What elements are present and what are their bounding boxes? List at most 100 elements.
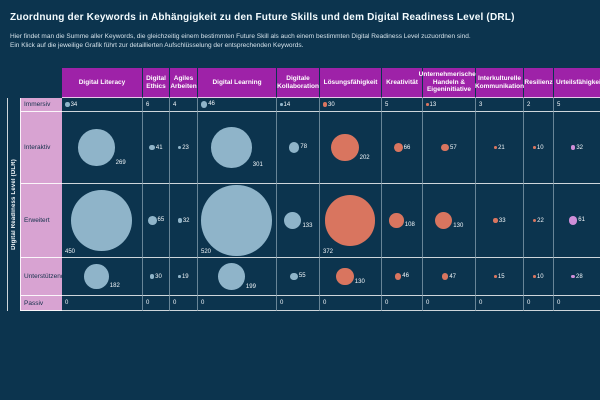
matrix-cell[interactable]: 130 — [423, 184, 476, 258]
matrix-cell[interactable]: 47 — [423, 258, 476, 296]
bubble-with-value[interactable]: 14 — [280, 102, 290, 108]
matrix-cell[interactable]: 46 — [198, 98, 277, 112]
matrix-cell[interactable]: 0 — [524, 296, 554, 311]
matrix-cell[interactable]: 5 — [554, 98, 600, 112]
bubble[interactable] — [493, 218, 498, 223]
matrix-cell[interactable]: 199 — [198, 258, 277, 296]
bubble-with-value[interactable]: 13 — [426, 102, 436, 108]
matrix-cell[interactable]: 28 — [554, 258, 600, 296]
bubble[interactable] — [149, 144, 155, 151]
matrix-cell[interactable]: 65 — [143, 184, 170, 258]
bubble[interactable] — [494, 146, 498, 149]
matrix-cell[interactable]: 0 — [170, 296, 198, 311]
matrix-cell[interactable]: 0 — [62, 296, 143, 311]
bubble[interactable] — [533, 275, 536, 278]
bubble-with-value[interactable]: 10 — [533, 145, 544, 151]
bubble[interactable] — [571, 145, 576, 150]
bubble[interactable] — [331, 133, 359, 162]
bubble[interactable] — [569, 216, 578, 225]
bubble-with-value[interactable]: 133 — [283, 211, 312, 230]
bubble-with-value[interactable]: 30 — [150, 274, 162, 280]
matrix-cell[interactable]: 0 — [423, 296, 476, 311]
bubble[interactable] — [336, 267, 354, 286]
matrix-cell[interactable]: 46 — [382, 258, 423, 296]
matrix-cell[interactable]: 41 — [143, 112, 170, 184]
matrix-cell[interactable]: 372 — [320, 184, 382, 258]
bubble-with-value[interactable]: 182 — [84, 264, 120, 289]
matrix-cell[interactable]: 13 — [423, 98, 476, 112]
bubble-with-value[interactable]: 46 — [395, 273, 409, 280]
bubble[interactable] — [395, 273, 402, 280]
bubble[interactable] — [211, 127, 252, 168]
matrix-cell[interactable]: 33 — [476, 184, 524, 258]
bubble[interactable] — [324, 195, 376, 246]
matrix-cell[interactable]: 22 — [524, 184, 554, 258]
bubble[interactable] — [494, 275, 497, 278]
matrix-cell[interactable]: 14 — [277, 98, 320, 112]
matrix-cell[interactable]: 66 — [382, 112, 423, 184]
matrix-cell[interactable]: 10 — [524, 112, 554, 184]
bubble[interactable] — [201, 185, 272, 256]
bubble[interactable] — [147, 216, 157, 225]
bubble-with-value[interactable]: 57 — [441, 143, 457, 152]
bubble[interactable] — [434, 211, 453, 230]
matrix-cell[interactable]: 0 — [320, 296, 382, 311]
matrix-cell[interactable]: 78 — [277, 112, 320, 184]
bubble[interactable] — [393, 143, 403, 152]
matrix-cell[interactable]: 0 — [143, 296, 170, 311]
bubble[interactable] — [323, 102, 328, 107]
matrix-cell[interactable]: 2 — [524, 98, 554, 112]
bubble-with-value[interactable]: 78 — [288, 142, 307, 153]
bubble-with-value[interactable]: 41 — [149, 144, 163, 151]
bubble-with-value[interactable]: 10 — [533, 274, 544, 280]
bubble-with-value[interactable]: 32 — [177, 218, 190, 224]
bubble-with-value[interactable]: 15 — [494, 274, 505, 280]
bubble[interactable] — [78, 129, 115, 166]
matrix-cell[interactable]: 57 — [423, 112, 476, 184]
bubble[interactable] — [389, 213, 404, 228]
matrix-cell[interactable]: 10 — [524, 258, 554, 296]
bubble[interactable] — [441, 273, 449, 280]
bubble-with-value[interactable]: 199 — [218, 263, 256, 290]
bubble[interactable] — [71, 190, 132, 251]
matrix-cell[interactable]: 32 — [170, 184, 198, 258]
bubble-with-value[interactable]: 23 — [178, 145, 189, 151]
bubble[interactable] — [65, 102, 70, 107]
matrix-cell[interactable]: 133 — [277, 184, 320, 258]
bubble-with-value[interactable]: 47 — [441, 273, 456, 280]
matrix-cell[interactable]: 32 — [554, 112, 600, 184]
bubble[interactable] — [288, 142, 300, 153]
matrix-cell[interactable]: 61 — [554, 184, 600, 258]
matrix-cell[interactable]: 23 — [170, 112, 198, 184]
bubble[interactable] — [533, 146, 536, 149]
bubble[interactable] — [290, 272, 298, 281]
bubble-with-value[interactable]: 34 — [65, 102, 77, 108]
bubble-with-value[interactable]: 301 — [211, 127, 263, 168]
matrix-cell[interactable]: 450 — [62, 184, 143, 258]
matrix-cell[interactable]: 6 — [143, 98, 170, 112]
bubble[interactable] — [426, 103, 429, 106]
bubble[interactable] — [178, 275, 181, 278]
bubble[interactable] — [533, 219, 537, 222]
matrix-cell[interactable]: 0 — [476, 296, 524, 311]
bubble-with-value[interactable]: 108 — [389, 213, 415, 228]
bubble[interactable] — [150, 274, 155, 279]
matrix-cell[interactable]: 55 — [277, 258, 320, 296]
matrix-cell[interactable]: 0 — [277, 296, 320, 311]
bubble[interactable] — [178, 145, 182, 150]
matrix-cell[interactable]: 269 — [62, 112, 143, 184]
bubble[interactable] — [218, 263, 245, 290]
matrix-cell[interactable]: 0 — [554, 296, 600, 311]
bubble[interactable] — [280, 103, 283, 106]
matrix-cell[interactable]: 0 — [198, 296, 277, 311]
bubble-with-value[interactable]: 19 — [178, 274, 189, 280]
bubble-with-value[interactable]: 28 — [571, 274, 583, 280]
bubble[interactable] — [283, 211, 302, 230]
matrix-cell[interactable]: 520 — [198, 184, 277, 258]
bubble-with-value[interactable]: 130 — [336, 267, 365, 286]
bubble-with-value[interactable]: 21 — [494, 145, 505, 151]
matrix-cell[interactable]: 21 — [476, 112, 524, 184]
bubble-with-value[interactable]: 22 — [533, 218, 544, 224]
matrix-cell[interactable]: 19 — [170, 258, 198, 296]
matrix-cell[interactable]: 0 — [382, 296, 423, 311]
